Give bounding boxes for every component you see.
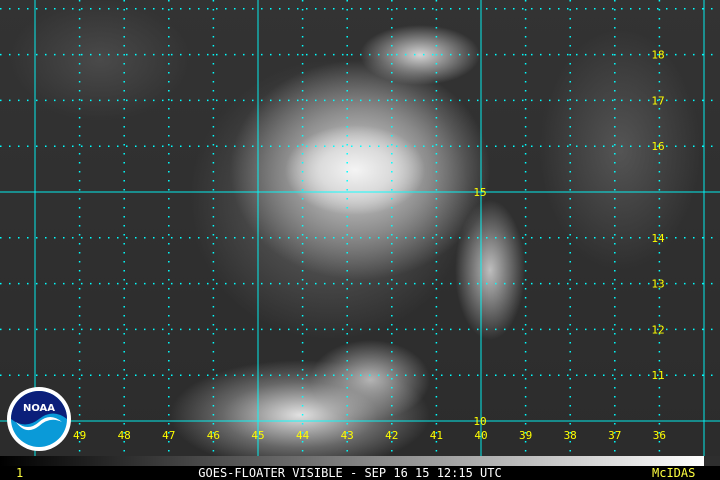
longitude-label: 48 [118,429,131,442]
svg-text:NOAA: NOAA [23,403,55,414]
longitude-label: 36 [653,429,666,442]
latitude-label: 18 [651,49,664,62]
lat-lon-grid: 18 17 16 15 14 13 12 11 10 49 48 47 46 45 44 43 42 41 40 39… [0,0,720,456]
longitude-label: 45 [251,429,264,442]
noaa-logo: NOAA [7,387,71,451]
latitude-label: 11 [651,369,664,382]
longitude-label: 41 [430,429,443,442]
longitude-label: 44 [296,429,310,442]
brand-label: McIDAS [652,466,696,480]
longitude-label: 47 [162,429,175,442]
longitude-label: 37 [608,429,621,442]
longitude-label: 43 [341,429,354,442]
latitude-label: 10 [473,415,486,428]
longitude-label: 38 [564,429,577,442]
longitude-label: 49 [73,429,86,442]
longitude-label: 39 [519,429,532,442]
latitude-label: 12 [651,323,664,336]
longitude-label: 40 [474,429,487,442]
latitude-label: 13 [651,278,664,291]
longitude-label: 46 [207,429,220,442]
image-title: GOES-FLOATER VISIBLE - SEP 16 15 12:15 U… [198,466,502,480]
frame-number: 1 [16,466,24,480]
latitude-label: 17 [651,94,664,107]
status-bar: 1 GOES-FLOATER VISIBLE - SEP 16 15 12:15… [0,466,720,480]
latitude-label: 16 [651,140,664,153]
latitude-label: 14 [651,232,665,245]
latitude-label: 15 [473,186,486,199]
grayscale-bar [0,456,704,466]
cloud-imagery [0,0,720,456]
longitude-label: 42 [385,429,398,442]
